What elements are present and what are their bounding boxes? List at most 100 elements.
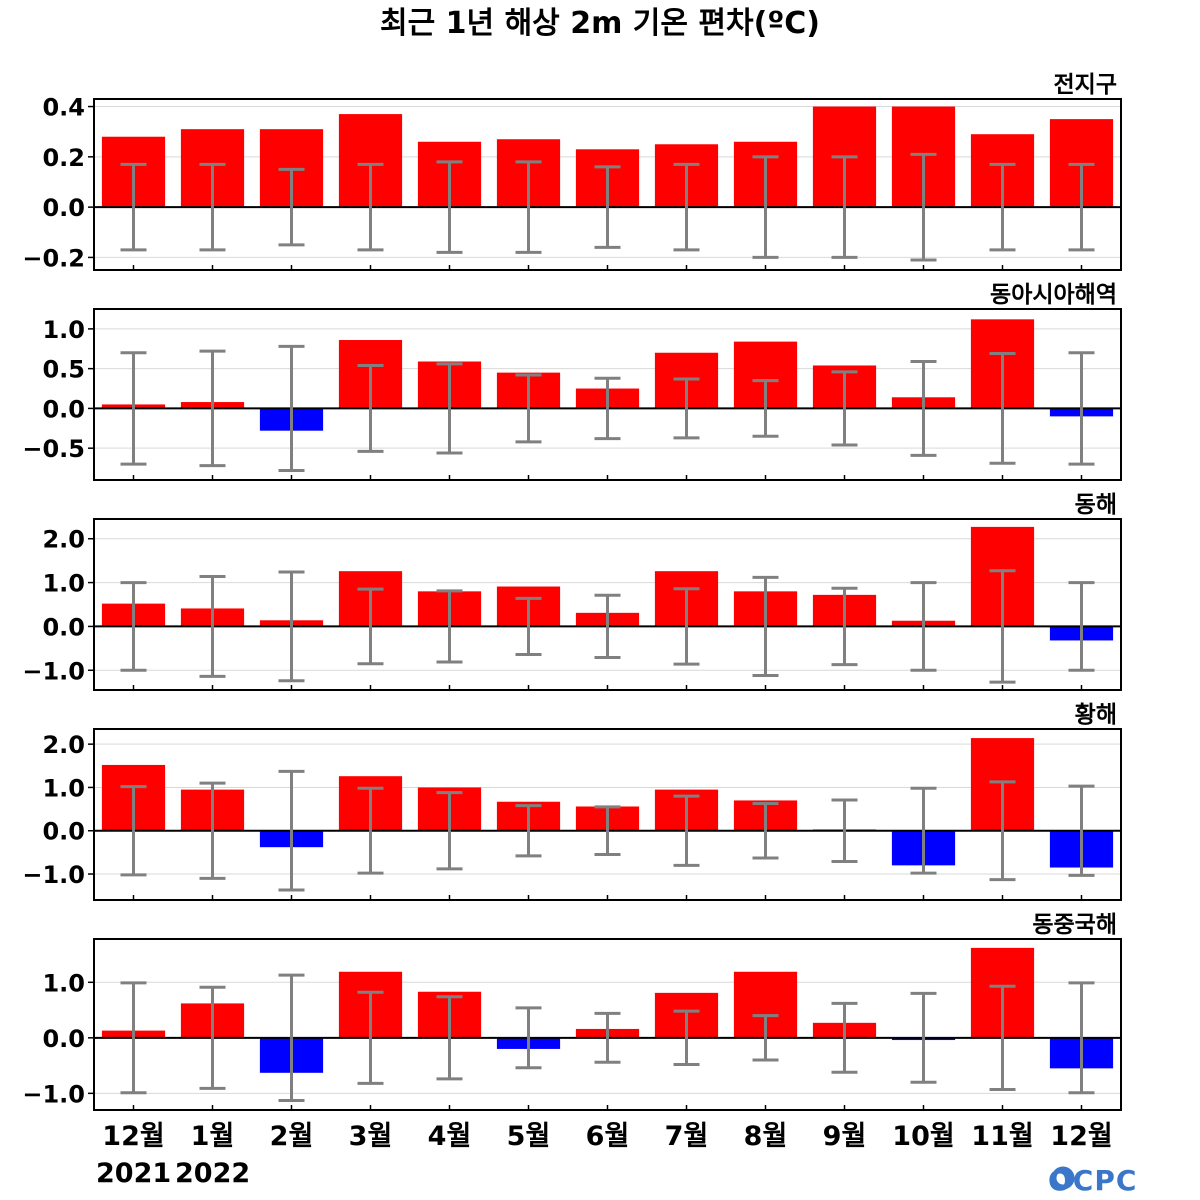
error-bar [673,377,700,440]
error-bar [594,593,621,660]
error-bar [1068,784,1095,877]
panel-4: −1.0 0.0 1.0 동중국해 [22,912,1122,1111]
plot-frame [93,518,1122,691]
y-tick-label: 0.2 [42,144,85,172]
error-bar [752,801,779,860]
error-bar [594,805,621,857]
error-bar [989,984,1016,1091]
error-bar [436,589,463,664]
error-bar [594,376,621,441]
ocpc-logo-text: OCPC [1048,1164,1137,1197]
panel-3: −1.0 0.0 1.0 2.0 황해 [22,702,1122,901]
error-bar [357,587,384,666]
x-tick-label: 12월 [1050,1121,1112,1152]
error-bar [357,363,384,453]
ocpc-logo-mark [1051,1166,1075,1190]
x-tick-label: 3월 [349,1121,393,1152]
error-bar [910,991,937,1084]
error-bar [436,791,463,871]
error-bar [989,162,1016,252]
panel-region-label: 동해 [1075,492,1117,518]
error-bar [436,160,463,254]
error-bar [199,781,226,880]
error-bar [120,351,147,466]
error-bar [831,155,858,259]
panel-region-label: 황해 [1075,702,1117,728]
error-bar [278,344,305,472]
panel-region-label: 동아시아해역 [990,282,1117,308]
x-tick-label: 11월 [971,1121,1033,1152]
error-bar [752,155,779,259]
panel-2: −1.0 0.0 1.0 2.0 동해 [22,492,1122,691]
error-bar [120,162,147,252]
error-bar [831,1001,858,1074]
y-tick-label: 2.0 [42,526,85,554]
y-tick-label: 0.0 [42,395,85,423]
error-bar [436,995,463,1081]
error-bar [594,165,621,249]
y-tick-label: 0.0 [42,613,85,641]
error-bar [831,798,858,863]
ocpc-logo: OCPC [1048,1164,1137,1197]
x-tick-label: 4월 [428,1121,472,1152]
plot-frame [93,938,1122,1111]
year-start-label: 2021 [96,1158,171,1189]
error-bar [752,575,779,678]
error-bar [910,359,937,457]
error-bar [673,162,700,252]
error-bar [989,569,1016,684]
error-bar [831,370,858,447]
y-tick-label: 1.0 [42,316,85,344]
error-bar [752,379,779,438]
error-bar [1068,581,1095,672]
panel-1: −0.5 0.0 0.5 1.0 동아시아해역 [22,282,1122,481]
x-tick-label: 5월 [507,1121,551,1152]
y-tick-label: 0.4 [42,94,85,122]
x-tick-label: 7월 [665,1121,709,1152]
error-bar [120,581,147,672]
x-tick-label: 6월 [586,1121,630,1152]
error-bar [357,990,384,1085]
x-tick-label: 12월 [102,1121,164,1152]
error-bar [357,162,384,252]
error-bar [120,981,147,1095]
error-bar [199,349,226,468]
error-bar [831,586,858,667]
error-bar [989,352,1016,465]
y-tick-label: −0.2 [22,244,85,272]
error-bar [515,160,542,254]
error-bar [515,596,542,656]
error-bar [278,167,305,247]
x-tick-label: 10월 [892,1121,954,1152]
plot-frame [93,728,1122,901]
y-tick-label: 0.5 [42,356,85,384]
plot-frame [93,98,1122,271]
y-tick-label: 1.0 [42,774,85,802]
y-tick-label: −1.0 [22,657,85,685]
error-bar [752,1014,779,1062]
y-tick-label: 1.0 [42,570,85,598]
panel-region-label: 전지구 [1054,72,1117,98]
error-bar [436,362,463,455]
error-bar [199,574,226,678]
x-tick-label: 8월 [744,1121,788,1152]
error-bar [910,152,937,262]
panel-region-label: 동중국해 [1032,912,1117,938]
error-bar [278,973,305,1103]
x-tick-label: 9월 [823,1121,867,1152]
error-bar [120,785,147,877]
error-bar [910,786,937,875]
error-bar [673,794,700,867]
error-bar [199,985,226,1090]
error-bar [594,1011,621,1064]
chart-panels: −0.2 0.0 0.2 0.4 전지구 −0.5 0.0 0.5 1.0 동아시아해역 −1.0 0… [22,72,1122,1111]
error-bar [673,587,700,666]
panel-0: −0.2 0.0 0.2 0.4 전지구 [22,72,1122,272]
error-bar [1068,162,1095,252]
x-tick-label: 1월 [191,1121,235,1152]
y-tick-label: −1.0 [22,1080,85,1108]
error-bar [1068,351,1095,466]
y-tick-label: −1.0 [22,861,85,889]
y-tick-label: −0.5 [22,435,85,463]
